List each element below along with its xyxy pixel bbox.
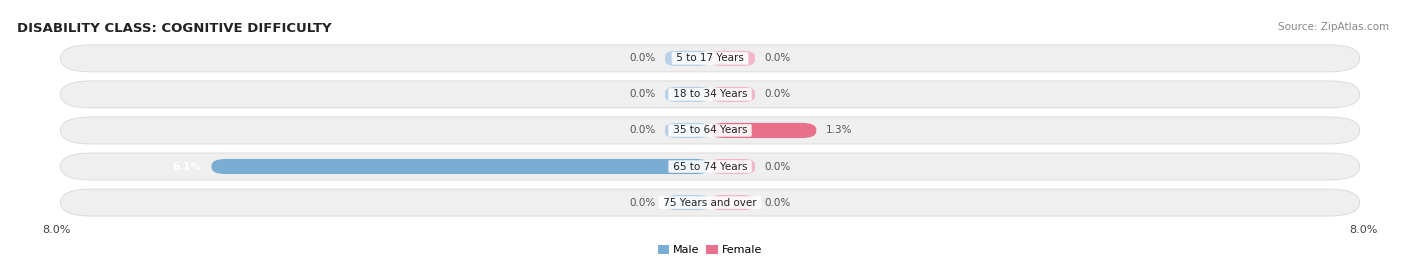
Text: 0.0%: 0.0% [765,197,792,208]
FancyBboxPatch shape [665,87,710,102]
FancyBboxPatch shape [710,51,755,66]
Text: 35 to 64 Years: 35 to 64 Years [669,125,751,136]
FancyBboxPatch shape [665,123,710,138]
Text: 0.0%: 0.0% [765,53,792,63]
Text: 0.0%: 0.0% [628,89,655,100]
FancyBboxPatch shape [710,87,755,102]
Text: 0.0%: 0.0% [628,125,655,136]
Text: 5 to 17 Years: 5 to 17 Years [673,53,747,63]
FancyBboxPatch shape [60,81,1360,108]
FancyBboxPatch shape [665,195,710,210]
Legend: Male, Female: Male, Female [654,240,766,260]
Text: 18 to 34 Years: 18 to 34 Years [669,89,751,100]
Text: 0.0%: 0.0% [765,161,792,172]
FancyBboxPatch shape [710,123,817,138]
FancyBboxPatch shape [60,45,1360,72]
FancyBboxPatch shape [60,117,1360,144]
Text: 75 Years and over: 75 Years and over [659,197,761,208]
Text: 0.0%: 0.0% [628,197,655,208]
FancyBboxPatch shape [60,189,1360,216]
FancyBboxPatch shape [710,159,755,174]
Text: Source: ZipAtlas.com: Source: ZipAtlas.com [1278,22,1389,31]
Text: 0.0%: 0.0% [628,53,655,63]
FancyBboxPatch shape [60,153,1360,180]
Text: 6.1%: 6.1% [173,161,201,172]
Text: 0.0%: 0.0% [765,89,792,100]
Text: DISABILITY CLASS: COGNITIVE DIFFICULTY: DISABILITY CLASS: COGNITIVE DIFFICULTY [17,22,332,34]
FancyBboxPatch shape [665,51,710,66]
FancyBboxPatch shape [710,195,755,210]
Text: 65 to 74 Years: 65 to 74 Years [669,161,751,172]
FancyBboxPatch shape [211,159,710,174]
Text: 1.3%: 1.3% [827,125,852,136]
